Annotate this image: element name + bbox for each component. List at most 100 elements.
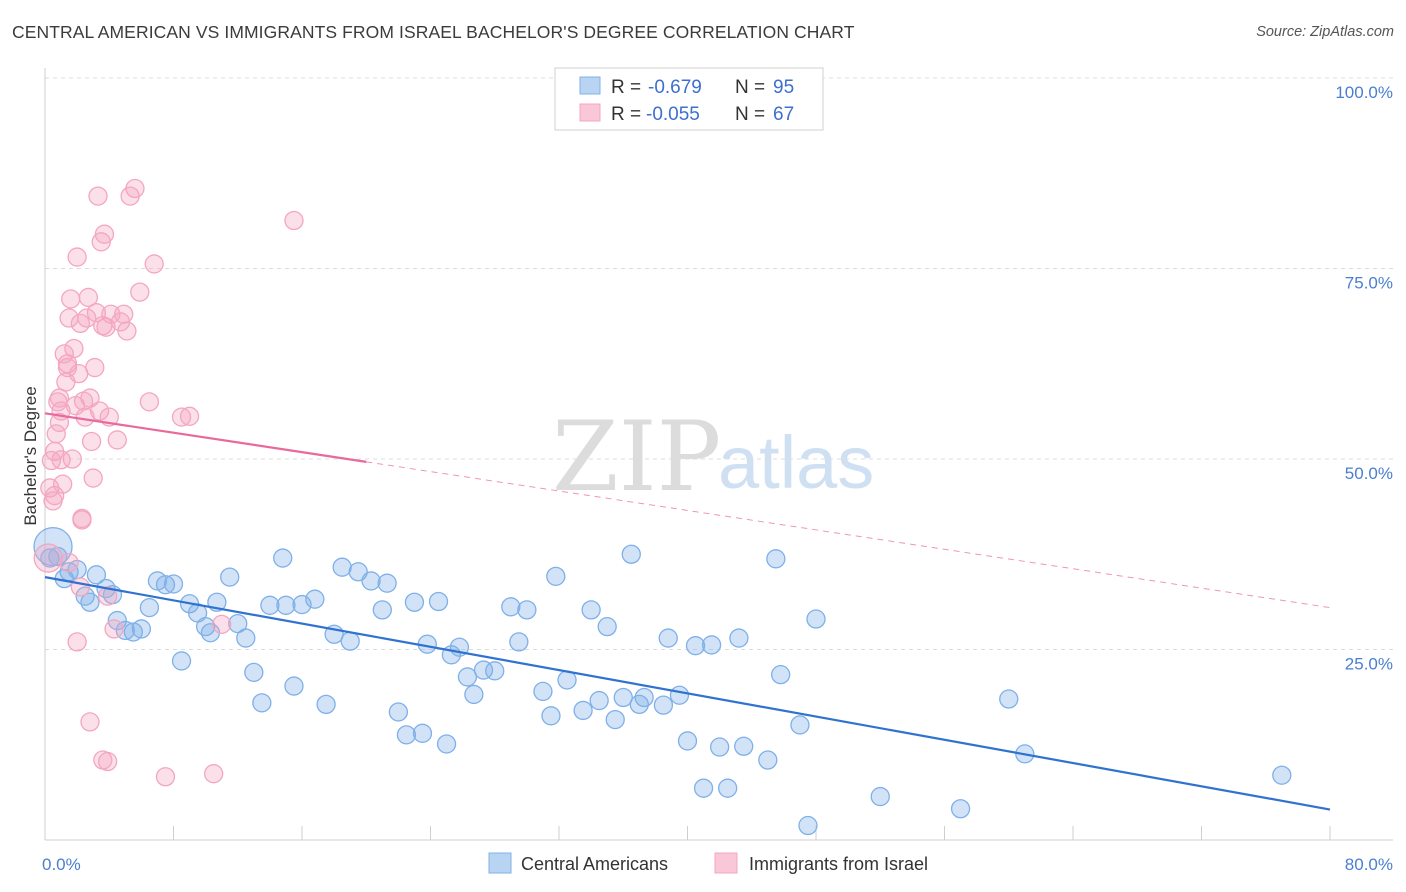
data-point-central-americans [605, 709, 625, 730]
data-point-immigrants-from-israel [61, 289, 81, 309]
legend-swatch-blue [579, 76, 601, 95]
data-point-immigrants-from-israel [130, 282, 150, 302]
data-point-central-americans [396, 725, 417, 745]
data-point-immigrants-from-israel [77, 308, 97, 328]
chart-title: CENTRAL AMERICAN VS IMMIGRANTS FROM ISRA… [12, 22, 855, 42]
data-point-central-americans [316, 694, 336, 715]
legend-r-value: -0.055 [646, 104, 700, 125]
data-point-immigrants-from-israel [204, 764, 224, 784]
data-point-central-americans [361, 571, 381, 591]
data-point-central-americans [155, 575, 176, 595]
legend-n-value: 67 [773, 104, 794, 125]
legend-label-immigrants-from-israel: Immigrants from Israel [749, 854, 928, 874]
x-tick-label: 0.0% [42, 855, 81, 874]
data-point-central-americans [163, 574, 184, 594]
data-point-central-americans [729, 628, 749, 648]
y-tick-label: 75.0% [1345, 274, 1393, 293]
data-point-central-americans [573, 700, 593, 721]
data-point-immigrants-from-israel [83, 468, 103, 488]
trend-line-extension-immigrants-from-israel [366, 461, 1331, 609]
data-point-central-americans [464, 684, 484, 705]
data-point-central-americans [613, 687, 633, 708]
data-point-central-americans [798, 815, 818, 836]
data-point-central-americans [950, 799, 971, 819]
trend-lines [44, 412, 1331, 811]
data-point-central-americans [404, 592, 425, 612]
data-point-immigrants-from-israel [114, 304, 134, 324]
data-point-central-americans [658, 628, 678, 648]
data-point-central-americans [766, 549, 786, 569]
data-point-central-americans [372, 600, 392, 620]
data-point-central-americans [758, 750, 778, 770]
data-point-immigrants-from-israel [80, 712, 100, 732]
data-point-immigrants-from-israel [125, 178, 145, 199]
data-point-central-americans [412, 723, 433, 743]
legend-swatch-pink [579, 103, 601, 122]
data-point-central-americans [244, 662, 264, 683]
data-point-central-americans [517, 600, 537, 620]
data-point-central-americans [541, 706, 561, 726]
data-point-central-americans [677, 731, 698, 751]
y-tick-label: 100.0% [1335, 83, 1393, 102]
data-point-central-americans [870, 786, 890, 807]
data-point-central-americans [546, 566, 566, 586]
legend-swatch-immigrants-from-israel [714, 852, 738, 874]
data-point-central-americans [621, 544, 641, 564]
data-point-immigrants-from-israel [51, 450, 71, 470]
data-point-central-americans [806, 609, 826, 629]
data-point-central-americans [428, 591, 449, 612]
data-point-immigrants-from-israel [144, 254, 164, 274]
data-point-immigrants-from-israel [80, 388, 100, 408]
data-point-central-americans [634, 687, 654, 708]
data-point-central-americans [86, 565, 107, 585]
legend-n-value: 95 [773, 77, 794, 98]
legend-label-central-americans: Central Americans [521, 854, 668, 874]
y-tick-labels: 25.0% 50.0% 75.0% 100.0% [1335, 83, 1393, 674]
data-point-central-americans [509, 632, 529, 652]
data-point-central-americans [332, 557, 352, 577]
data-point-central-americans [340, 631, 360, 651]
data-point-immigrants-from-israel [107, 430, 127, 450]
data-point-immigrants-from-israel [44, 485, 65, 506]
data-point-immigrants-from-israel [81, 431, 102, 452]
data-point-immigrants-from-israel [70, 313, 90, 334]
data-point-central-americans [457, 667, 478, 687]
data-point-immigrants-from-israel [155, 767, 176, 787]
y-tick-label: 50.0% [1345, 464, 1393, 483]
data-point-central-americans [377, 573, 397, 593]
x-tick-label: 80.0% [1345, 855, 1393, 874]
data-point-central-americans [273, 548, 293, 568]
data-point-immigrants-from-israel [78, 287, 99, 308]
data-point-immigrants-from-israel [88, 186, 108, 206]
data-point-immigrants-from-israel [89, 401, 110, 421]
data-point-immigrants-from-israel [72, 510, 92, 530]
x-tick-labels: 0.0% 80.0% [42, 855, 1393, 874]
data-point-immigrants-from-israel [104, 619, 124, 639]
data-point-central-americans [171, 651, 192, 671]
watermark-zip: ZIP [552, 401, 721, 513]
data-point-central-americans [236, 628, 256, 648]
series-immigrants-from-israel [33, 178, 304, 787]
data-point-central-americans [709, 737, 730, 757]
data-point-central-americans [436, 734, 457, 754]
data-point-immigrants-from-israel [64, 338, 84, 359]
data-point-central-americans [220, 567, 240, 587]
legend-swatch-central-americans [488, 852, 512, 874]
data-point-central-americans [276, 595, 296, 615]
data-point-immigrants-from-israel [171, 407, 192, 427]
data-point-central-americans [653, 695, 674, 715]
data-point-immigrants-from-israel [97, 751, 118, 772]
data-point-immigrants-from-israel [70, 577, 90, 597]
legend-r-label: R = [611, 77, 641, 98]
data-point-central-americans [501, 597, 521, 617]
data-point-immigrants-from-israel [46, 424, 66, 444]
data-point-central-americans [669, 685, 690, 705]
data-point-central-americans [771, 664, 791, 685]
data-point-immigrants-from-israel [33, 543, 63, 573]
data-point-immigrants-from-israel [67, 632, 87, 652]
data-point-central-americans [718, 778, 738, 798]
data-point-immigrants-from-israel [67, 247, 87, 267]
data-point-central-americans [734, 736, 754, 756]
data-point-central-americans [581, 600, 601, 620]
data-point-immigrants-from-israel [117, 321, 137, 341]
